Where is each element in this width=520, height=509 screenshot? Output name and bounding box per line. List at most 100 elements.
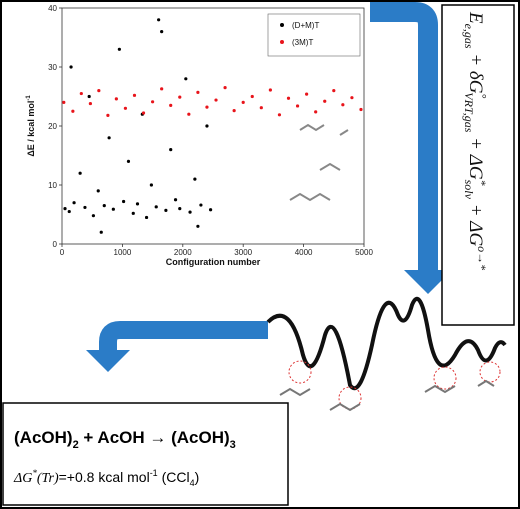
point	[196, 90, 200, 94]
point	[132, 93, 137, 97]
formula-sub: solv	[462, 180, 476, 200]
point	[173, 198, 178, 202]
legend-box	[267, 13, 361, 57]
point	[223, 86, 227, 90]
point	[71, 109, 75, 113]
point	[214, 98, 218, 102]
molecule-bonds	[289, 123, 349, 202]
reaction-sub: 2	[73, 439, 79, 451]
molecule-ring	[433, 366, 457, 390]
point	[69, 65, 73, 69]
formula-part: E	[465, 11, 486, 24]
x-tick-label: 3000	[234, 248, 252, 257]
point	[232, 109, 236, 113]
point	[268, 88, 272, 92]
point	[199, 203, 203, 207]
legend-marker	[280, 23, 284, 27]
formula-sup: o→*	[475, 246, 489, 270]
point	[188, 210, 192, 214]
y-tick-label: 0	[53, 240, 58, 249]
legend-label: (3M)T	[292, 38, 313, 47]
point	[102, 204, 106, 208]
scatter-plot: Configuration number ΔE / kcal mol-1 0 10…	[10, 2, 373, 277]
point	[286, 96, 291, 100]
point	[259, 106, 263, 110]
energy-part: )	[195, 469, 200, 485]
formula-box	[441, 4, 515, 326]
point	[67, 209, 71, 214]
y-tick-label: 40	[48, 4, 57, 13]
x-tick-label: 4000	[295, 248, 313, 257]
point	[149, 183, 153, 187]
y-axis-label-part: ΔE / kcal mol	[26, 101, 36, 157]
x-tick-label: 0	[60, 248, 65, 257]
reaction-part: (AcOH)	[14, 428, 73, 447]
point	[160, 87, 164, 91]
point	[295, 104, 300, 108]
molecule-ring	[288, 360, 312, 384]
point	[305, 92, 309, 96]
point	[122, 199, 126, 204]
energy-part: =+0.8 kcal mol	[59, 469, 150, 485]
point	[178, 207, 182, 211]
point	[111, 207, 115, 211]
y-tick-label: 20	[48, 122, 57, 131]
point	[144, 215, 149, 220]
reaction-part: + AcOH → (AcOH)	[79, 428, 230, 447]
point	[169, 148, 173, 152]
point	[178, 95, 182, 99]
point	[241, 100, 245, 104]
point	[63, 207, 67, 211]
point	[164, 208, 168, 212]
reaction-sub: 3	[230, 439, 236, 451]
point	[169, 103, 173, 107]
y-tick-label: 30	[48, 63, 57, 72]
arrow	[99, 321, 268, 352]
point	[117, 47, 121, 51]
point	[250, 94, 254, 99]
point	[135, 202, 140, 206]
y-tick-label: 10	[48, 181, 57, 190]
formula-part: + δG	[465, 49, 486, 94]
point	[196, 224, 200, 228]
energy-sup: -1	[150, 468, 158, 478]
energy-sup: *	[32, 468, 37, 478]
point	[97, 89, 101, 93]
x-tick-label: 5000	[355, 248, 373, 257]
formula-part: + ΔG	[465, 199, 486, 246]
reaction-box	[2, 402, 289, 506]
point	[88, 101, 92, 106]
molecule-icons	[279, 123, 501, 412]
point	[277, 113, 282, 117]
formula-part: + ΔG	[465, 132, 486, 179]
energy-value: ΔG*(Tr)=+0.8 kcal mol-1 (CCl4)	[13, 468, 199, 488]
point	[126, 159, 131, 163]
point	[79, 91, 83, 96]
x-tick-label: 1000	[114, 248, 132, 257]
energy-part: (Tr)	[37, 471, 59, 486]
energy-part: (CCl	[158, 469, 190, 485]
y-axis-label-sup: -1	[26, 95, 32, 101]
y-axis-label: ΔE / kcal mol-1	[26, 95, 36, 157]
arrow-head	[404, 270, 452, 294]
formula-sup: *	[475, 180, 489, 186]
point	[160, 30, 164, 34]
formula-sup: °	[475, 93, 489, 98]
point	[107, 136, 111, 140]
energy-sub: 4	[190, 478, 195, 488]
point	[205, 124, 209, 128]
point	[187, 112, 191, 116]
formula: Ee,gas + δG°VRT,gas + ΔG*solv + ΔGo→*	[462, 11, 489, 270]
legend-label: (D+M)T	[292, 21, 319, 30]
point	[78, 171, 82, 175]
point	[157, 18, 161, 22]
x-tick-label: 2000	[174, 248, 192, 257]
point	[314, 110, 318, 114]
formula-sub: e,gas	[462, 24, 476, 49]
point	[62, 100, 66, 104]
point	[96, 189, 100, 193]
energy-profile	[266, 297, 507, 391]
point	[341, 103, 345, 107]
point	[154, 205, 158, 209]
